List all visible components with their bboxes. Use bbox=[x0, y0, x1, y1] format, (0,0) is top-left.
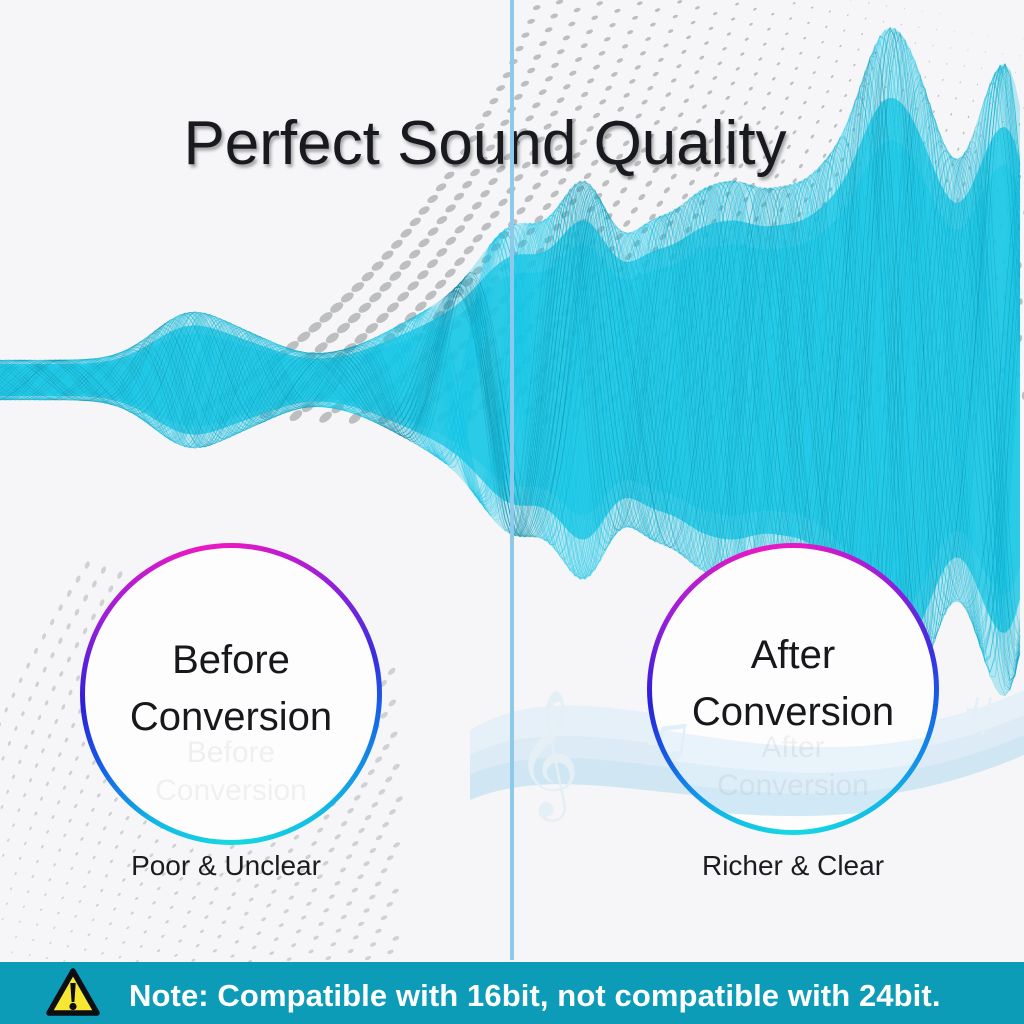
svg-text:#: # bbox=[965, 685, 996, 747]
svg-text:𝄞: 𝄞 bbox=[515, 691, 580, 822]
